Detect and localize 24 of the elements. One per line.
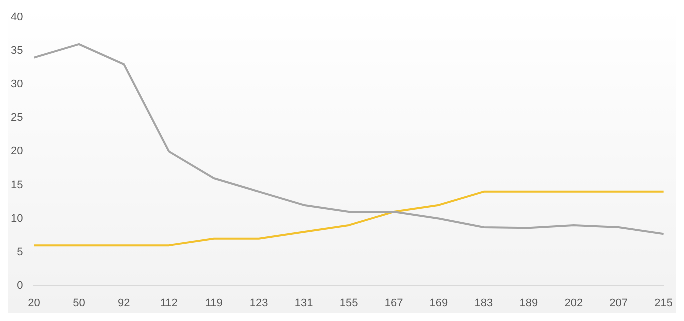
x-tick-label: 202 (564, 297, 584, 310)
x-tick-label: 215 (654, 297, 674, 310)
x-tick-label: 167 (384, 297, 404, 310)
x-tick-label: 112 (160, 297, 178, 310)
y-tick-label: 30 (10, 78, 24, 91)
x-tick-label: 92 (118, 297, 130, 310)
y-tick-label: 15 (10, 179, 24, 192)
y-tick-label: 20 (10, 146, 24, 158)
x-tick-label: 169 (430, 297, 448, 310)
y-tick-label: 5 (17, 246, 24, 258)
y-tick-label: 35 (10, 45, 24, 58)
x-tick-label: 123 (250, 297, 268, 310)
x-tick-label: 131 (294, 297, 314, 310)
y-tick-label: 25 (10, 112, 24, 124)
x-tick-label: 189 (520, 297, 538, 310)
y-tick-label: 40 (10, 12, 24, 24)
x-tick-label: 207 (610, 297, 628, 310)
x-tick-label: 155 (340, 297, 358, 310)
x-tick-label: 50 (73, 297, 86, 310)
y-tick-label: 0 (17, 280, 24, 292)
x-tick-label: 183 (474, 297, 494, 310)
x-tick-label: 119 (205, 297, 223, 310)
y-tick-label: 10 (10, 212, 24, 225)
x-tick-label: 20 (28, 297, 40, 310)
